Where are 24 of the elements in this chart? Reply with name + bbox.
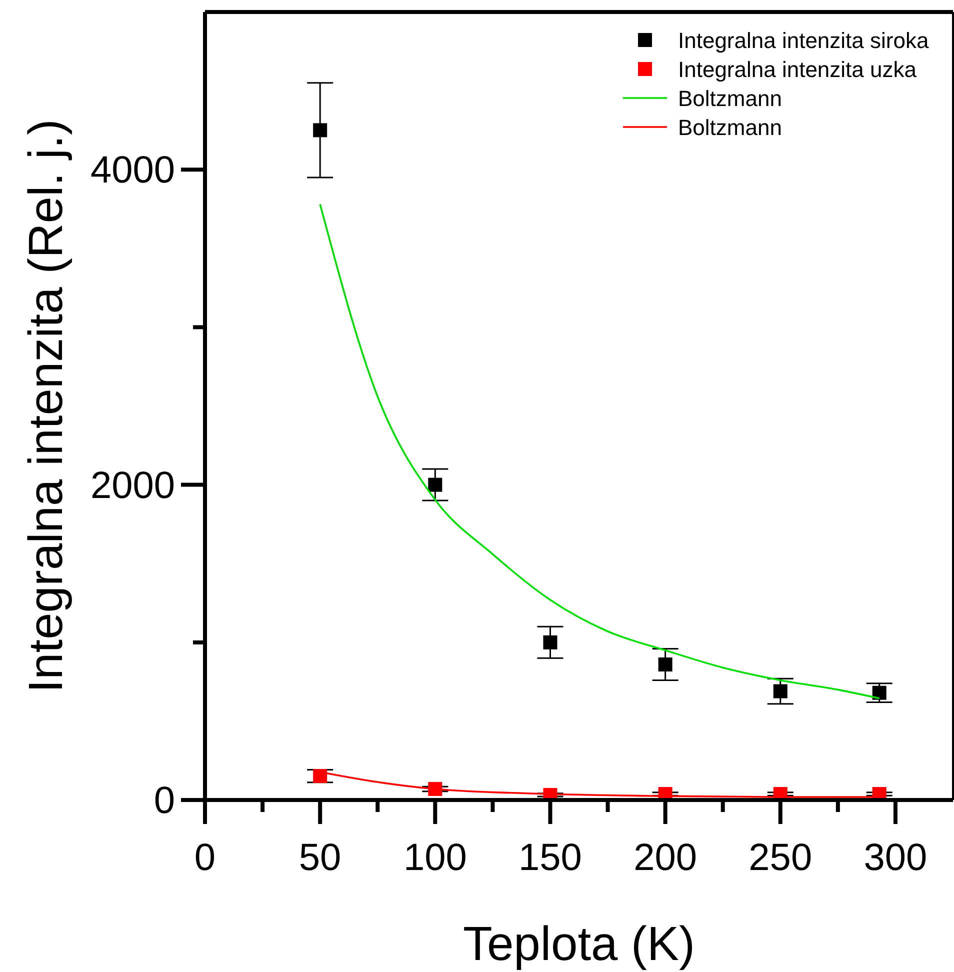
y-tick-label: 0 — [154, 780, 175, 822]
x-tick-label: 300 — [864, 837, 928, 879]
legend-label: Boltzmann — [678, 86, 782, 111]
y-tick-label: 4000 — [90, 150, 175, 192]
point — [872, 686, 886, 700]
legend-label: Boltzmann — [678, 115, 782, 140]
x-tick-label: 100 — [403, 837, 467, 879]
y-axis-title: Integralna intenzita (Rel. j.) — [20, 119, 73, 693]
point — [313, 123, 328, 138]
point — [773, 684, 788, 698]
point — [428, 478, 442, 492]
point — [313, 769, 328, 784]
legend-label: Integralna intenzita uzka — [678, 57, 918, 82]
point — [658, 657, 672, 672]
x-tick-label: 250 — [748, 837, 812, 879]
x-tick-label: 0 — [194, 837, 216, 879]
x-tick-label: 150 — [518, 837, 582, 879]
y-tick-label: 2000 — [90, 464, 175, 507]
point — [543, 635, 558, 650]
legend-label: Integralna intenzita siroka — [678, 28, 930, 53]
x-axis-title: Teplota (K) — [462, 918, 696, 971]
point — [428, 782, 442, 796]
x-tick-label: 200 — [634, 837, 698, 879]
x-tick-label: 50 — [298, 837, 342, 879]
